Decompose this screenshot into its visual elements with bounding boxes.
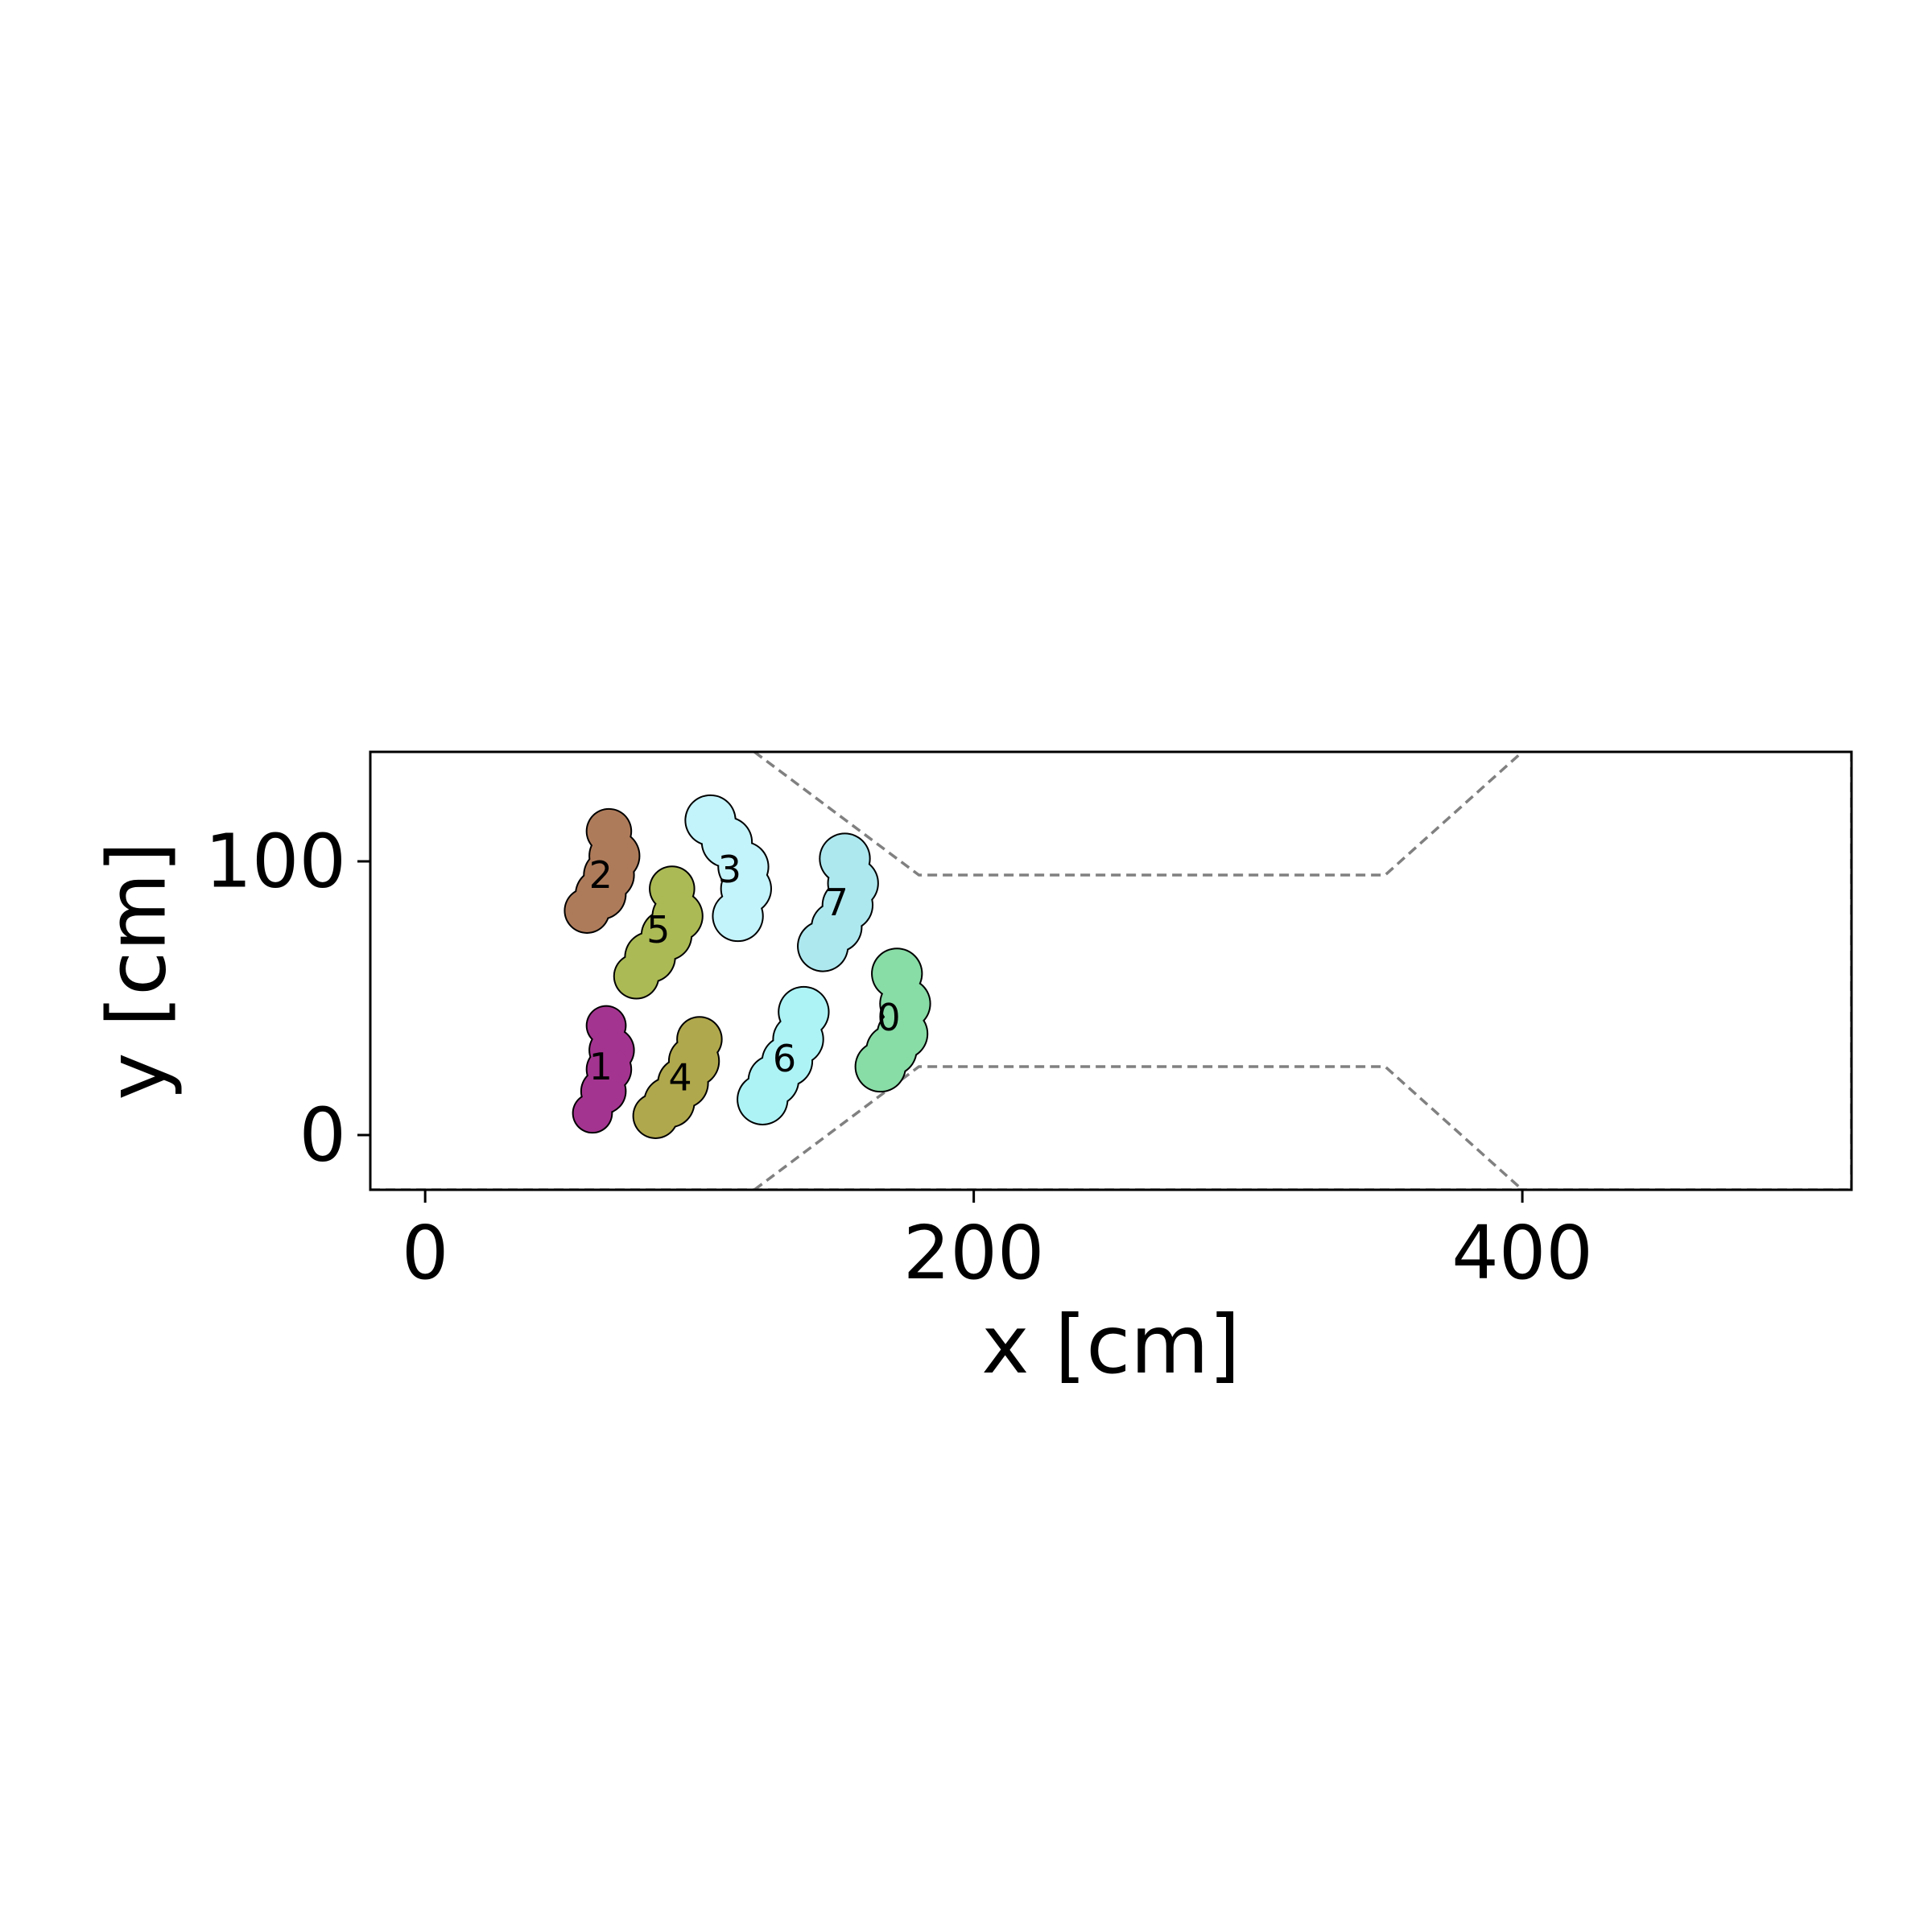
agent-label: 3 bbox=[718, 848, 741, 891]
agent-7: 7 bbox=[797, 832, 879, 972]
agent-label: 6 bbox=[773, 1037, 796, 1080]
agent-3: 3 bbox=[684, 794, 772, 943]
agent-label: 7 bbox=[825, 881, 848, 924]
agent-label: 0 bbox=[877, 996, 900, 1039]
agent-body-circle bbox=[614, 955, 658, 998]
agent-label: 2 bbox=[589, 853, 613, 897]
agent-6: 6 bbox=[737, 985, 830, 1125]
agent-body-circle bbox=[713, 891, 762, 941]
x-tick-label: 400 bbox=[1451, 1210, 1593, 1296]
agent-body-circle bbox=[738, 1075, 787, 1124]
y-axis-label: y [cm] bbox=[90, 841, 184, 1100]
agent-2: 2 bbox=[564, 807, 641, 934]
agent-body-circle bbox=[634, 1094, 678, 1137]
agent-body-circle bbox=[565, 889, 609, 932]
y-tick-label: 0 bbox=[299, 1092, 346, 1179]
plot-area-frame bbox=[369, 750, 1853, 1191]
x-axis-label: x [cm] bbox=[981, 1298, 1240, 1392]
agent-label: 5 bbox=[646, 908, 670, 952]
agents: 0 1 2 3 4 5 6 7 bbox=[564, 794, 931, 1139]
agent-1: 1 bbox=[572, 1005, 635, 1134]
agent-label: 4 bbox=[668, 1056, 691, 1100]
x-tick-label: 200 bbox=[903, 1210, 1045, 1296]
agent-label: 1 bbox=[589, 1045, 613, 1088]
agent-0: 0 bbox=[854, 947, 931, 1093]
agent-5: 5 bbox=[613, 865, 704, 1000]
axis-ticks: 0 200 400 0 100 bbox=[204, 819, 1593, 1297]
agent-body-circle bbox=[573, 1094, 612, 1133]
x-tick-label: 0 bbox=[402, 1210, 449, 1296]
y-tick-label: 100 bbox=[204, 819, 346, 905]
agent-body-circle bbox=[799, 922, 848, 971]
agent-body-circle bbox=[856, 1042, 905, 1092]
agent-4: 4 bbox=[632, 1016, 723, 1139]
